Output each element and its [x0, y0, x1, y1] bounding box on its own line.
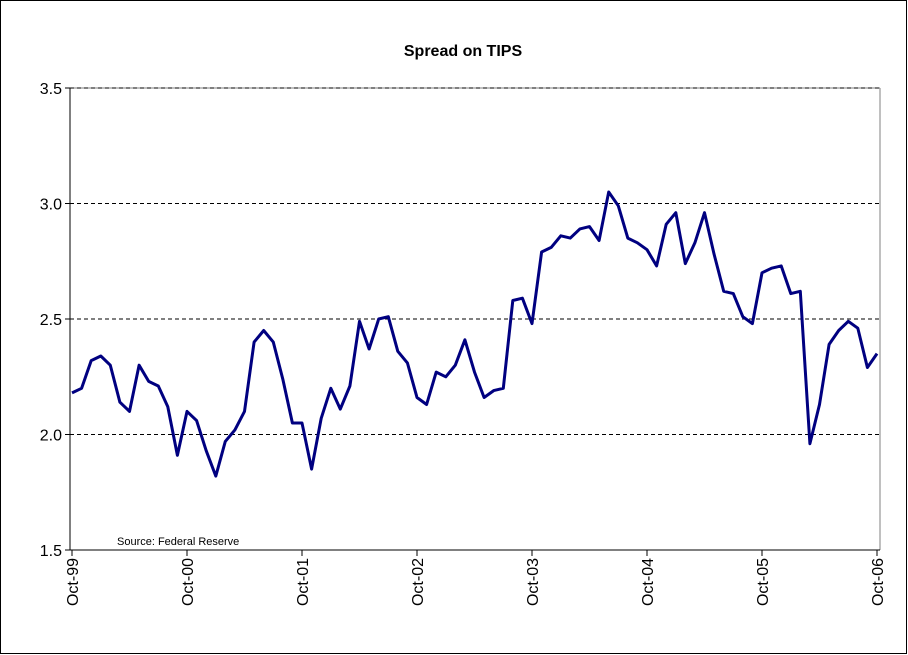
y-tick-label: 1.5 — [40, 543, 62, 560]
annotation: Source: Federal Reserve — [117, 536, 239, 548]
x-tick-label: Oct-06 — [870, 558, 887, 606]
x-tick-label: Oct-05 — [755, 558, 772, 606]
y-tick-label: 3.0 — [40, 197, 62, 214]
x-tick-label: Oct-01 — [295, 558, 312, 606]
x-tick-label: Oct-04 — [640, 558, 657, 606]
y-tick-label: 2.5 — [40, 312, 62, 329]
y-tick-label: 2.0 — [40, 428, 62, 445]
data-line — [71, 190, 879, 478]
x-tick-label: Oct-99 — [65, 558, 82, 606]
y-tick-label: 3.5 — [40, 81, 62, 98]
x-tick-label: Oct-03 — [525, 558, 542, 606]
chart-title: Spread on TIPS — [404, 43, 523, 60]
x-tick-label: Oct-00 — [180, 558, 197, 606]
x-tick-label: Oct-02 — [410, 558, 427, 606]
